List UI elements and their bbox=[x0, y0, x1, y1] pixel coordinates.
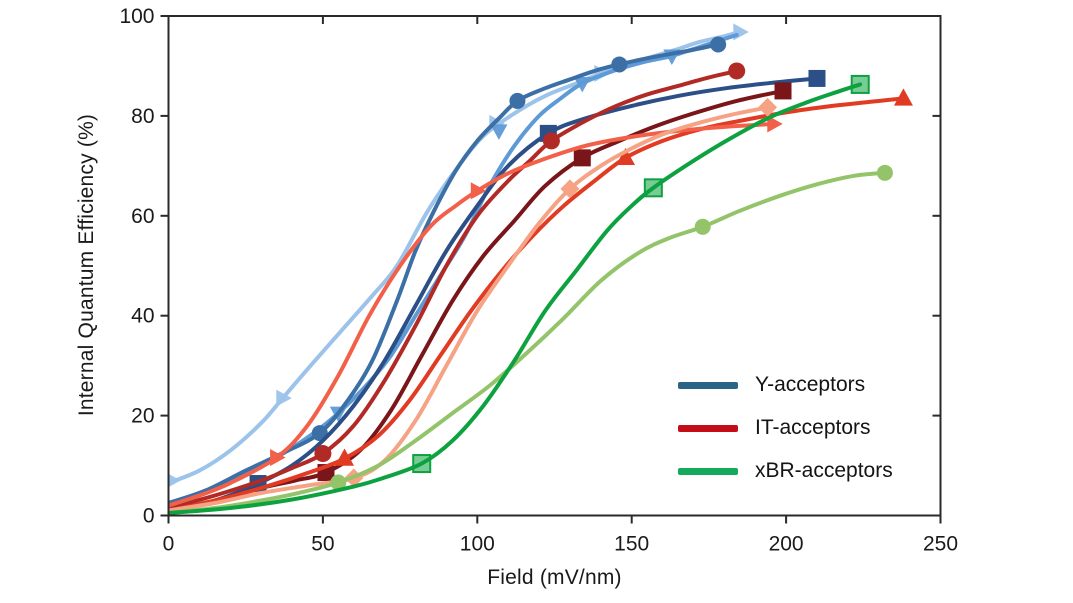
y-tick-label: 20 bbox=[131, 405, 154, 428]
data-marker-circle bbox=[330, 474, 347, 491]
data-marker-square bbox=[850, 74, 870, 94]
plot-frame bbox=[167, 15, 942, 517]
x-axis-title: Field (mV/nm) bbox=[487, 566, 622, 589]
data-marker-triangle-right bbox=[733, 23, 749, 41]
legend-item-y-acceptors: Y-acceptors bbox=[678, 373, 893, 396]
series-y-light-2 bbox=[167, 32, 739, 508]
series-line-it-peach bbox=[167, 105, 770, 513]
data-marker-triangle-right bbox=[470, 182, 487, 200]
data-marker-diamond bbox=[758, 97, 778, 117]
curves-layer bbox=[167, 23, 913, 516]
data-marker-square bbox=[774, 82, 792, 100]
data-marker-triangle-right bbox=[167, 473, 181, 488]
data-marker-triangle-down bbox=[490, 124, 508, 140]
legend-label-it-acceptors: IT-acceptors bbox=[755, 416, 871, 439]
data-marker-square bbox=[412, 454, 432, 474]
series-y-light-1 bbox=[167, 23, 749, 488]
legend-label-y-acceptors: Y-acceptors bbox=[755, 373, 866, 396]
y-tick-label: 100 bbox=[119, 5, 154, 28]
x-tick-label: 50 bbox=[311, 533, 334, 556]
data-marker-triangle-right bbox=[270, 449, 286, 467]
x-tick-label: 100 bbox=[460, 533, 495, 556]
data-marker-circle bbox=[314, 445, 332, 463]
data-marker-circle bbox=[542, 132, 560, 150]
legend: Y-acceptors IT-acceptors xBR-acceptors bbox=[678, 373, 893, 482]
legend-swatch-xbr-acceptors bbox=[678, 467, 738, 475]
legend-label-xbr-acceptors: xBR-acceptors bbox=[755, 459, 893, 482]
series-line-y-light-2 bbox=[167, 32, 739, 508]
legend-item-it-acceptors: IT-acceptors bbox=[678, 416, 893, 439]
data-marker-circle bbox=[509, 92, 526, 109]
x-tick-label: 200 bbox=[769, 533, 804, 556]
series-line-it-maroon bbox=[167, 88, 786, 513]
data-marker-square bbox=[808, 69, 826, 87]
series-it-firebrick bbox=[167, 62, 746, 511]
data-marker-square bbox=[643, 178, 663, 198]
data-marker-triangle-up bbox=[335, 448, 355, 466]
data-marker-circle bbox=[728, 62, 746, 80]
data-marker-circle bbox=[710, 36, 727, 53]
legend-item-xbr-acceptors: xBR-acceptors bbox=[678, 459, 893, 482]
data-marker-triangle-right bbox=[276, 389, 292, 407]
data-marker-square bbox=[573, 149, 591, 167]
y-tick-label: 80 bbox=[131, 105, 154, 128]
data-marker-circle bbox=[694, 218, 711, 235]
series-xbr-green bbox=[167, 74, 870, 516]
data-marker-diamond bbox=[560, 179, 580, 199]
x-tick-label: 250 bbox=[923, 533, 958, 556]
x-tick-label: 0 bbox=[163, 533, 175, 556]
y-tick-label: 0 bbox=[143, 505, 155, 528]
series-line-xbr-light-green bbox=[167, 170, 887, 516]
data-marker-triangle-down bbox=[573, 76, 591, 93]
y-tick-label: 60 bbox=[131, 205, 154, 228]
series-xbr-light-green bbox=[167, 164, 893, 516]
series-line-it-firebrick bbox=[167, 68, 739, 511]
data-marker-triangle-right bbox=[767, 115, 783, 133]
x-tick-label: 150 bbox=[614, 533, 649, 556]
series-line-xbr-green bbox=[167, 82, 863, 516]
data-marker-circle bbox=[876, 164, 893, 181]
legend-swatch-it-acceptors bbox=[678, 424, 738, 432]
y-tick-label: 40 bbox=[131, 305, 154, 328]
data-marker-circle bbox=[611, 56, 628, 73]
data-marker-triangle-up bbox=[893, 88, 913, 106]
y-axis-title: Internal Quantum Efficiency (%) bbox=[75, 113, 98, 417]
legend-swatch-y-acceptors bbox=[678, 381, 738, 389]
data-marker-triangle-up bbox=[616, 147, 636, 166]
